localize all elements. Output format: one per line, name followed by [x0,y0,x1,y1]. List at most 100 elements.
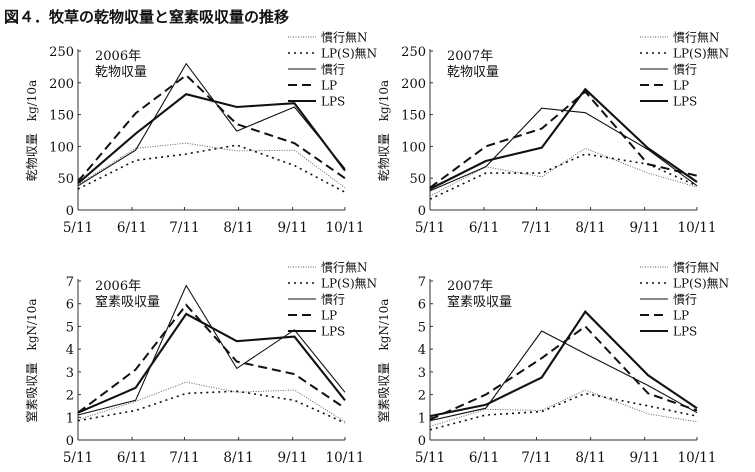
y-tick-label: 1 [418,411,426,426]
legend-label: LP [321,309,337,323]
year-label: 2006年 [95,49,141,64]
x-tick-label: 7/11 [169,220,199,236]
y-axis-label: 窒素吸収量 kgN/10a [376,299,391,423]
series-line-LP [77,303,346,414]
legend-label: LPS [673,325,697,339]
legend-label: 慣行無N [673,260,720,275]
y-tick-label: 3 [66,366,74,381]
x-tick-label: 8/11 [575,450,605,466]
y-axis-label: 乾物収量 kg/10a [377,80,391,181]
series-line-LP(S)無N [429,153,698,200]
series-line-慣行 [429,107,698,192]
legend-label: 慣行 [321,292,345,307]
series-line-LP [429,325,698,421]
legend-label: 慣行 [673,62,697,77]
x-tick-label: 5/11 [415,220,445,236]
y-tick-label: 7 [66,275,74,290]
chart-panel-3: 0 1 2 3 4 5 6 7 5/11 6/11 7/11 8/11 9/11 10/11 窒素吸収量 k… [24,260,377,467]
y-tick-label: 1 [66,411,74,426]
x-tick-label: 9/11 [629,220,659,236]
legend-label: 慣行 [321,62,345,77]
y-tick-label: 4 [418,343,426,358]
y-tick-label: 0 [418,434,426,449]
series-line-慣行無N [429,389,698,427]
legend-label: 慣行無N [321,260,368,275]
year-label: 2006年 [95,279,141,294]
y-tick-label: 3 [418,366,426,381]
panel-label: 窒素吸収量 [95,294,160,310]
x-tick-label: 5/11 [63,450,93,466]
y-axis-label: 窒素吸収量 kgN/10a [24,299,39,423]
x-tick-label: 10/11 [678,220,717,236]
panel-label: 窒素吸収量 [447,294,512,310]
y-tick-label: 50 [409,172,426,187]
series-line-LPS [429,87,698,190]
legend-label: 慣行 [673,292,697,307]
y-tick-label: 0 [418,204,426,219]
chart-panel-2: 0 50 100 150 200 250 5/11 6/11 7/11 8/11 9/11 10/11… [377,30,729,237]
series-line-LPS [77,312,346,414]
y-tick-label: 150 [49,109,74,124]
x-tick-label: 5/11 [63,220,93,236]
y-tick-label: 200 [401,77,426,92]
x-tick-label: 10/11 [678,450,717,466]
series-line-慣行無N [77,381,346,423]
legend-label: LP(S)無N [673,46,729,61]
x-tick-label: 9/11 [277,450,307,466]
legend-label: LP [673,79,689,93]
panel-label: 乾物収量 [95,65,147,80]
x-tick-label: 10/11 [326,220,365,236]
x-tick-label: 7/11 [169,450,199,466]
y-tick-label: 50 [57,172,74,187]
y-tick-label: 250 [401,45,426,60]
x-tick-label: 7/11 [521,450,551,466]
x-tick-label: 9/11 [277,220,307,236]
legend-label: LP(S)無N [321,46,377,61]
y-axis-label: 乾物収量 kg/10a [25,80,39,181]
series-line-慣行 [77,62,346,187]
series-line-LP(S)無N [77,390,346,424]
x-tick-label: 6/11 [117,220,147,236]
legend-label: LPS [321,325,345,339]
legend-label: LP(S)無N [673,276,729,291]
y-tick-label: 250 [49,45,74,60]
x-tick-label: 8/11 [223,220,253,236]
legend-label: 慣行無N [673,30,720,45]
y-tick-label: 0 [66,434,74,449]
x-tick-label: 6/11 [469,450,499,466]
series-line-LP [77,73,346,183]
legend-label: LPS [673,95,697,109]
x-tick-label: 5/11 [415,450,445,466]
x-tick-label: 8/11 [575,220,605,236]
legend-label: LP [321,79,337,93]
y-tick-label: 6 [66,298,74,313]
legend-label: 慣行無N [321,30,368,45]
chart-panel-1: 0 50 100 150 200 250 5/11 6/11 7/11 8/11 9/11 10/11… [25,30,377,237]
figure-title: 図４．牧草の乾物収量と窒素吸収量の推移 [4,8,290,26]
y-tick-label: 5 [66,320,74,335]
chart-panel-4: 0 1 2 3 4 5 6 7 5/11 6/11 7/11 8/11 9/11 10/11 窒素吸収量 k… [376,260,729,467]
x-tick-label: 10/11 [326,450,365,466]
y-tick-label: 4 [66,343,74,358]
x-tick-label: 6/11 [469,220,499,236]
series-line-LPS [429,310,698,418]
y-tick-label: 150 [401,109,426,124]
y-tick-label: 6 [418,298,426,313]
series-line-LP [429,90,698,189]
series-line-慣行無N [429,147,698,197]
legend-label: LPS [321,95,345,109]
x-tick-label: 8/11 [223,450,253,466]
panel-label: 乾物収量 [447,65,499,80]
series-line-LPS [77,93,346,185]
y-tick-label: 100 [49,140,74,155]
x-tick-label: 9/11 [629,450,659,466]
y-tick-label: 7 [418,275,426,290]
legend-label: LP(S)無N [321,276,377,291]
series-line-LP(S)無N [77,144,346,193]
y-tick-label: 100 [401,140,426,155]
y-tick-label: 0 [66,204,74,219]
y-tick-label: 2 [66,389,74,404]
series-line-慣行無N [77,142,346,189]
y-tick-label: 200 [49,77,74,92]
